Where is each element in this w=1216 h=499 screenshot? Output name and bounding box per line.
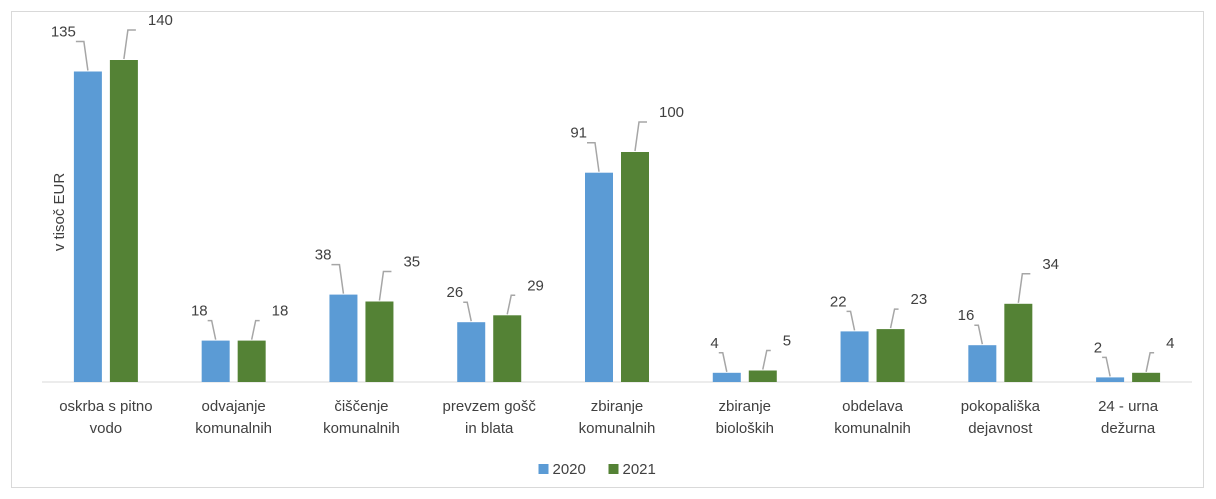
data-label: 100 [659,104,684,121]
leader-line [974,324,984,345]
chart-frame: 135 140 18 18 38 35 26 29 91 100 4 5 22 23 16 34 2 4 oskr… [11,11,1204,488]
leader-line [123,29,136,60]
data-label: 5 [783,333,791,350]
data-label: 23 [911,291,928,308]
bar-2021 [748,370,777,382]
category-label: odvajanje komunalnih [195,398,272,437]
bar-2021 [493,315,522,382]
data-label: 22 [830,293,847,310]
leader-line [889,308,899,329]
bar-2021 [237,340,266,382]
legend: 2020 2021 [538,461,656,478]
bar-2020 [457,322,486,382]
category-labels: oskrba s pitno vodo odvajanje komunalnih čiš… [59,398,1159,437]
bars [73,60,1161,382]
data-label: 34 [1042,256,1059,273]
leader-line [331,263,345,294]
bar-2021 [621,152,649,382]
leader-line [587,141,600,172]
category-label: obdelava komunalnih [834,398,911,437]
leader-line [634,121,647,152]
bar-2020 [840,331,869,382]
data-label: 29 [527,277,544,294]
leader-line [1102,356,1111,377]
data-label: 2 [1094,339,1102,356]
data-labels: 135 140 18 18 38 35 26 29 91 100 4 5 22 23 16 34 2 4 [51,12,1175,356]
category-label: prevzem gošč in blata [443,398,537,437]
bar-2020 [1096,377,1125,382]
legend-swatch [538,464,549,474]
leader-line [846,310,856,331]
bar-2020 [585,172,613,382]
bar-2020 [73,71,102,382]
leader-line [378,270,392,301]
y-axis-title: v tisoč EUR [51,173,68,252]
leader-lines [75,29,1155,377]
legend-label: 2021 [623,461,656,478]
leader-line [762,349,771,370]
category-label: zbiranje komunalnih [579,398,656,437]
data-label: 26 [447,284,464,301]
data-label: 135 [51,24,76,41]
bar-2021 [1132,372,1161,382]
bar-2020 [329,294,358,382]
leader-line [506,294,516,315]
bar-2020 [968,345,997,382]
bar-2020 [712,372,741,382]
category-label: zbiranje bioloških [716,398,774,437]
leader-line [1145,352,1155,372]
leader-line [250,319,260,340]
category-label: pokopališka dejavnost [961,398,1041,437]
data-label: 4 [1166,335,1174,352]
leader-line [75,40,89,71]
category-label: 24 - urna dežurna [1098,398,1159,437]
bar-2021 [1004,303,1033,382]
data-label: 35 [403,254,420,271]
data-label: 91 [570,125,587,142]
data-label: 4 [710,335,718,352]
bar-2021 [109,60,138,382]
leader-line [718,352,728,372]
data-label: 18 [191,303,208,320]
data-label: 18 [272,303,289,320]
bar-2020 [201,340,230,382]
bar-chart: 135 140 18 18 38 35 26 29 91 100 4 5 22 23 16 34 2 4 oskr… [42,12,1192,478]
data-label: 38 [315,247,332,264]
leader-line [1017,273,1031,303]
legend-label: 2020 [553,461,586,478]
leader-line [207,319,217,340]
data-label: 140 [148,12,173,29]
category-label: čiščenje komunalnih [323,398,400,437]
category-label: oskrba s pitno vodo [59,398,152,437]
data-label: 16 [958,307,975,324]
bar-2021 [876,329,905,382]
legend-swatch [608,464,619,474]
bar-2021 [365,301,394,382]
leader-line [463,301,472,322]
